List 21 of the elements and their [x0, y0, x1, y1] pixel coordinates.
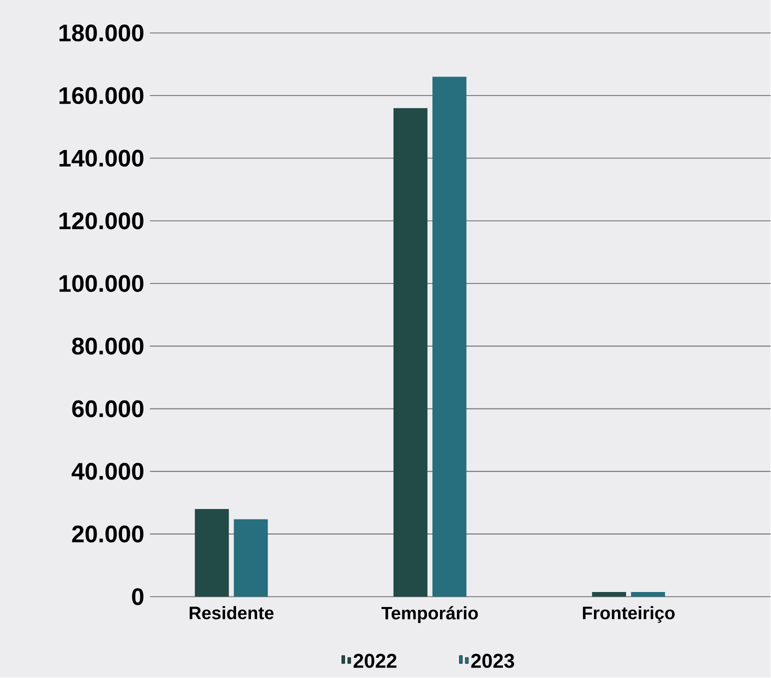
x-tick-label: Temporário: [382, 606, 478, 624]
legend-label: 2022: [354, 654, 396, 668]
x-tick-label: Fronteiriço: [582, 606, 675, 624]
bar: [631, 592, 666, 597]
bar: [432, 77, 466, 597]
y-tick-label: 20.000: [72, 526, 144, 543]
y-tick-label: 160.000: [60, 87, 144, 104]
y-tick-label: 40.000: [72, 463, 144, 480]
bar: [393, 108, 428, 597]
bar: [234, 519, 268, 597]
bar: [592, 592, 626, 597]
y-tick-label: 60.000: [72, 400, 144, 418]
y-tick-label: 140.000: [60, 150, 144, 167]
y-tick-label: 0: [132, 588, 144, 606]
x-tick-label: Residente: [190, 606, 274, 620]
y-tick-label: 180.000: [60, 24, 144, 42]
y-tick-label: 80.000: [72, 338, 144, 355]
y-tick-label: 120.000: [60, 212, 144, 230]
y-tick-label: 100.000: [60, 275, 144, 292]
bar: [194, 509, 229, 597]
legend-label: 2023: [471, 654, 514, 668]
